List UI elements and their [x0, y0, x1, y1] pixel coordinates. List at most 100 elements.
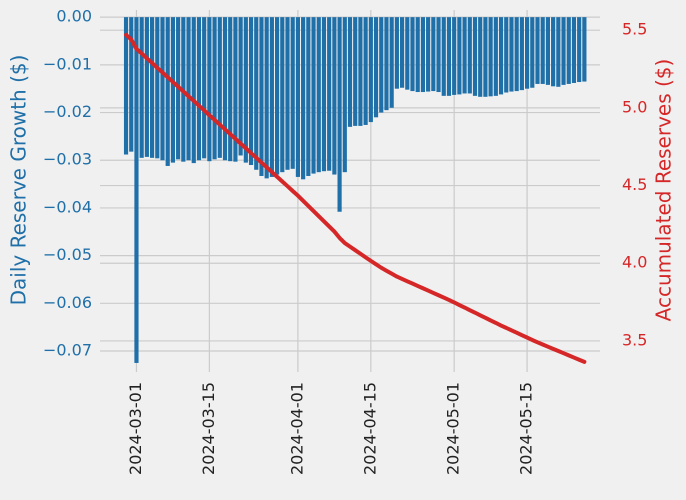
bar — [509, 17, 514, 92]
bar — [493, 17, 498, 96]
bar — [254, 17, 259, 170]
bar — [384, 17, 389, 111]
bar — [311, 17, 316, 174]
y2-axis-label: Accumulated Reserves ($) — [652, 59, 676, 322]
x-tick-label: 2024-05-01 — [444, 382, 463, 475]
bar — [327, 17, 332, 171]
line — [124, 32, 587, 364]
x-tick-label: 2024-04-01 — [287, 382, 306, 475]
y-tick-label: −0.04 — [43, 197, 92, 216]
bar — [212, 17, 217, 160]
bar — [436, 17, 441, 93]
y-tick-label: −0.03 — [43, 150, 92, 169]
y-tick-label: −0.01 — [43, 54, 92, 73]
y-axis-label: Daily Reserve Growth ($) — [7, 55, 31, 306]
bar — [452, 17, 457, 95]
bar — [535, 17, 540, 84]
bar — [150, 17, 155, 158]
x-tick-label: 2024-05-15 — [517, 382, 536, 475]
x-tick-label: 2024-03-15 — [199, 382, 218, 475]
bar — [577, 17, 582, 83]
bar — [186, 17, 191, 161]
bar — [373, 17, 379, 118]
bar — [472, 17, 478, 96]
bar — [217, 17, 222, 158]
bar — [243, 17, 248, 163]
bar — [525, 17, 530, 89]
bar — [400, 17, 405, 88]
bar — [478, 17, 483, 97]
bar — [488, 17, 493, 97]
bar — [129, 17, 134, 152]
bar — [196, 17, 202, 161]
bar — [347, 17, 353, 127]
bar — [295, 17, 300, 177]
bar — [316, 17, 321, 173]
bar — [483, 17, 488, 97]
bar — [233, 17, 238, 162]
x-tick-label: 2024-03-01 — [126, 382, 145, 475]
bar — [248, 17, 254, 166]
bar — [405, 17, 410, 90]
bar — [238, 17, 243, 156]
y2-tick-label: 4.0 — [622, 253, 647, 272]
bar — [431, 17, 436, 92]
bar — [342, 17, 347, 173]
bar — [389, 17, 394, 108]
y-tick-label: −0.05 — [43, 245, 92, 264]
bar — [420, 17, 425, 93]
bar — [410, 17, 415, 92]
bar — [519, 17, 524, 91]
bar — [379, 17, 384, 113]
bar — [426, 17, 431, 92]
bar — [368, 17, 373, 123]
bar — [566, 17, 571, 84]
bar — [498, 17, 504, 95]
bar — [290, 17, 295, 169]
bar — [144, 17, 149, 157]
bar — [285, 17, 290, 170]
bar — [561, 17, 566, 85]
bar — [165, 17, 170, 166]
bar — [551, 17, 556, 87]
bar — [321, 17, 327, 172]
bar — [228, 17, 233, 162]
bar — [514, 17, 519, 92]
bar — [134, 17, 139, 363]
bar — [222, 17, 228, 161]
y2-tick-label: 3.5 — [622, 330, 647, 349]
bar — [155, 17, 160, 159]
bar — [332, 17, 337, 175]
y-tick-label: −0.07 — [43, 341, 92, 360]
bar — [123, 17, 129, 155]
bar — [170, 17, 175, 163]
bar — [504, 17, 509, 93]
bar — [363, 17, 368, 125]
bar — [571, 17, 577, 83]
bar — [306, 17, 311, 176]
y-tick-label: 0.00 — [56, 7, 92, 26]
bar — [358, 17, 363, 126]
bar — [280, 17, 285, 173]
y-tick-label: −0.02 — [43, 102, 92, 121]
y-tick-label: −0.06 — [43, 293, 92, 312]
bar — [264, 17, 269, 179]
bar — [160, 17, 165, 161]
bar — [415, 17, 420, 93]
bar — [582, 17, 587, 82]
bar — [337, 17, 342, 212]
bar — [202, 17, 207, 159]
bar — [540, 17, 545, 84]
bar — [191, 17, 196, 164]
bar — [394, 17, 399, 89]
bar — [259, 17, 264, 176]
bar — [545, 17, 550, 85]
x-tick-label: 2024-04-15 — [360, 382, 379, 475]
bar — [353, 17, 358, 126]
bar — [301, 17, 306, 180]
bar — [207, 17, 212, 162]
bar — [446, 17, 452, 96]
bar — [139, 17, 144, 158]
bar — [269, 17, 274, 177]
